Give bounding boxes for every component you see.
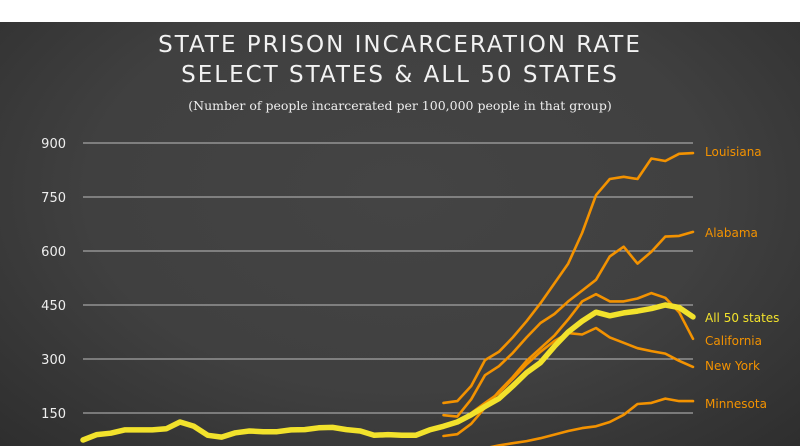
chart-title-line2: SELECT STATES & ALL 50 STATES	[181, 62, 619, 88]
chart-subtitle: (Number of people incarcerated per 100,0…	[188, 98, 612, 113]
y-tick-label: 750	[41, 191, 66, 206]
y-tick-label: 450	[41, 299, 66, 314]
series-label-alabama: Alabama	[705, 226, 758, 240]
series-label-california: California	[705, 334, 762, 348]
series-line-louisiana	[442, 151, 695, 405]
y-tick-label: 600	[41, 245, 66, 260]
y-tick-label: 150	[41, 407, 66, 422]
series-line-california	[442, 291, 695, 438]
series-label-louisiana: Louisiana	[705, 145, 762, 159]
series-label-new-york: New York	[705, 359, 760, 373]
chart-panel: STATE PRISON INCARCERATION RATE SELECT S…	[0, 22, 800, 446]
series-line-minnesota	[489, 397, 695, 446]
chart-title: STATE PRISON INCARCERATION RATE	[158, 32, 642, 58]
y-tick-label: 300	[41, 353, 66, 368]
series-line-all-50-states	[80, 302, 696, 443]
y-tick-label: 900	[41, 137, 66, 152]
series-label-all-states: All 50 states	[705, 311, 779, 325]
plot-area: 150 300 450 600 750 900 Louisiana Alabama All…	[41, 137, 779, 446]
series-label-minnesota: Minnesota	[705, 397, 767, 411]
series-line-alabama	[442, 230, 695, 418]
